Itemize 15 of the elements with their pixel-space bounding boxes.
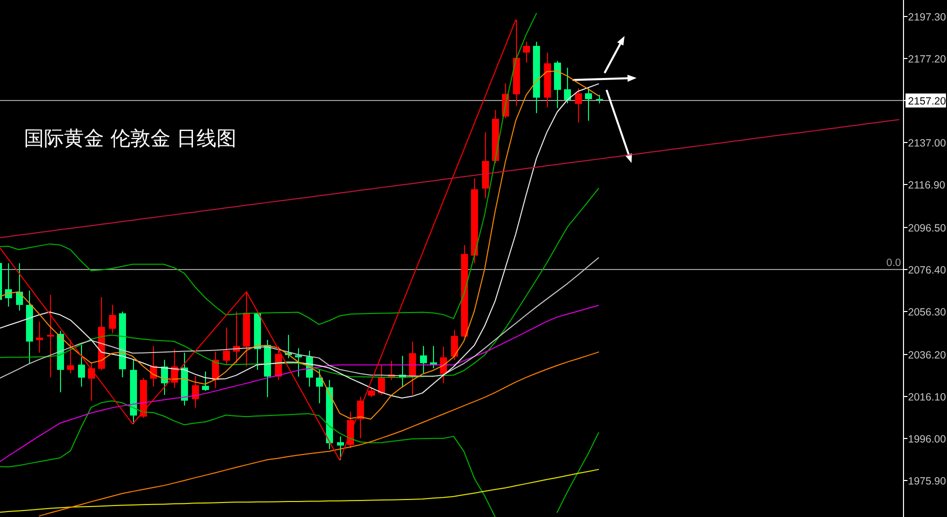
- y-tick-label: 2177.20: [908, 54, 946, 66]
- y-tick-label: 1996.00: [908, 434, 946, 446]
- y-tick-label: 2036.20: [908, 350, 946, 362]
- annotation: 0.0: [886, 257, 902, 269]
- y-tick-label: 2056.30: [908, 306, 946, 318]
- y-tick-label: 2157.20: [908, 96, 946, 108]
- y-tick-label: 1975.90: [908, 476, 946, 488]
- text: 国际黄金 伦敦金 日线图: [24, 126, 237, 150]
- line-series: [38, 352, 600, 516]
- y-tick-label: 2137.00: [908, 138, 946, 150]
- y-tick-label: 2096.50: [908, 222, 946, 234]
- y-tick-label: 2016.10: [908, 392, 946, 404]
- y-tick-label: 2076.40: [908, 264, 946, 276]
- y-tick-label: 2197.30: [908, 12, 946, 24]
- y-tick-label: 2116.90: [908, 180, 946, 192]
